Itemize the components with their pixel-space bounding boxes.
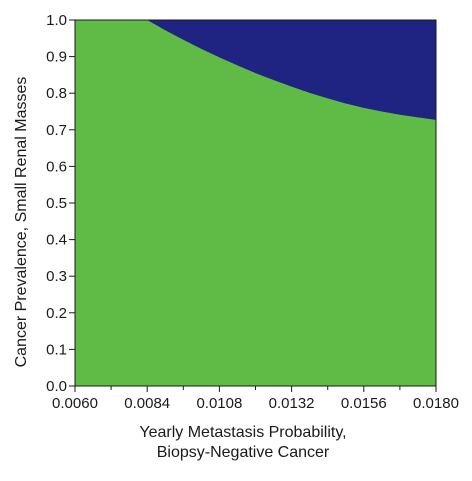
region-above-boundary <box>147 20 436 120</box>
x-axis-title-line-1: Yearly Metastasis Probability, <box>139 424 346 441</box>
x-tick-label: 0.0132 <box>269 395 315 412</box>
x-axis-title-line-2: Biopsy-Negative Cancer <box>157 444 330 461</box>
y-tick-label: 0.8 <box>46 85 67 102</box>
y-tick-label: 0.3 <box>46 268 67 285</box>
y-tick-label: 0.1 <box>46 341 67 358</box>
plot-regions <box>75 20 436 386</box>
x-tick-label: 0.0180 <box>413 395 459 412</box>
y-axis: 0.0 0.1 0.2 0.3 0.4 0.5 0.6 0.7 0.8 0.9 1.0 <box>46 12 75 395</box>
y-tick-label: 0.9 <box>46 49 67 66</box>
x-tick-label: 0.0156 <box>341 395 387 412</box>
y-tick-label: 1.0 <box>46 12 67 29</box>
y-tick-label: 0.2 <box>46 305 67 322</box>
x-tick-label: 0.0060 <box>52 395 98 412</box>
y-tick-label: 0.7 <box>46 122 67 139</box>
y-tick-label: 0.4 <box>46 232 67 249</box>
y-tick-label: 0.5 <box>46 195 67 212</box>
x-tick-label: 0.0108 <box>196 395 242 412</box>
y-axis-title: Cancer Prevalence, Small Renal Masses <box>13 77 30 368</box>
y-tick-label: 0.6 <box>46 158 67 175</box>
x-axis: 0.0060 0.0084 0.0108 0.0132 0.0156 0.0180 <box>52 386 459 412</box>
y-tick-label: 0.0 <box>46 378 67 395</box>
x-tick-label: 0.0084 <box>124 395 170 412</box>
